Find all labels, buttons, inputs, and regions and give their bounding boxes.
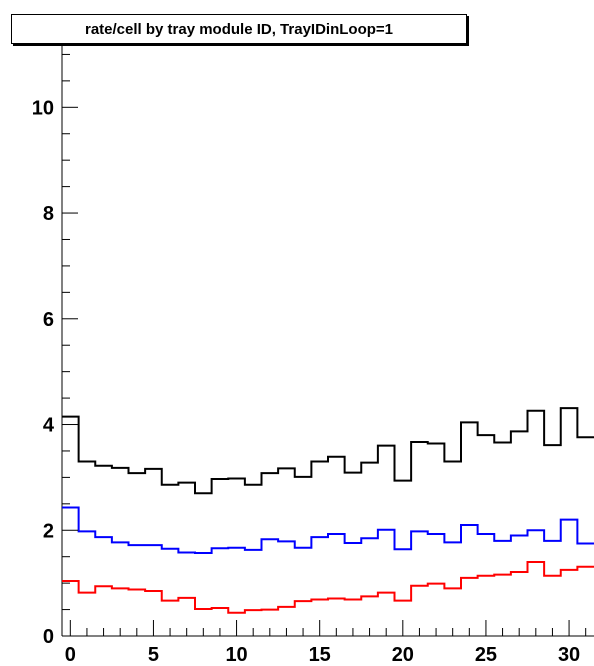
chart-title: rate/cell by tray module ID, TrayIDinLoo… [11, 14, 467, 44]
y-tick-label: 8 [43, 203, 54, 225]
x-tick-label: 15 [309, 644, 331, 666]
axis-layer: 0 5 10 15 20 25 30 0 2 4 6 8 10 [32, 27, 587, 666]
y-tick-label: 10 [32, 97, 54, 119]
chart-title-text: rate/cell by tray module ID, TrayIDinLoo… [84, 20, 393, 38]
series-1-line [62, 506, 594, 554]
x-tick-label: 5 [148, 644, 159, 666]
series-0-line [62, 407, 594, 495]
y-tick-label: 4 [43, 415, 55, 437]
plot-frame [61, 28, 594, 637]
y-tick-label: 6 [43, 309, 54, 331]
series-layer [62, 407, 594, 614]
y-tick-label: 2 [43, 520, 54, 542]
x-tick-label: 25 [475, 644, 497, 666]
x-tick-label: 0 [65, 644, 76, 666]
x-tick-label: 30 [558, 644, 580, 666]
x-tick-label: 10 [225, 644, 247, 666]
x-tick-label: 20 [392, 644, 414, 666]
series-2-line [62, 560, 594, 614]
y-tick-label: 0 [43, 626, 54, 648]
